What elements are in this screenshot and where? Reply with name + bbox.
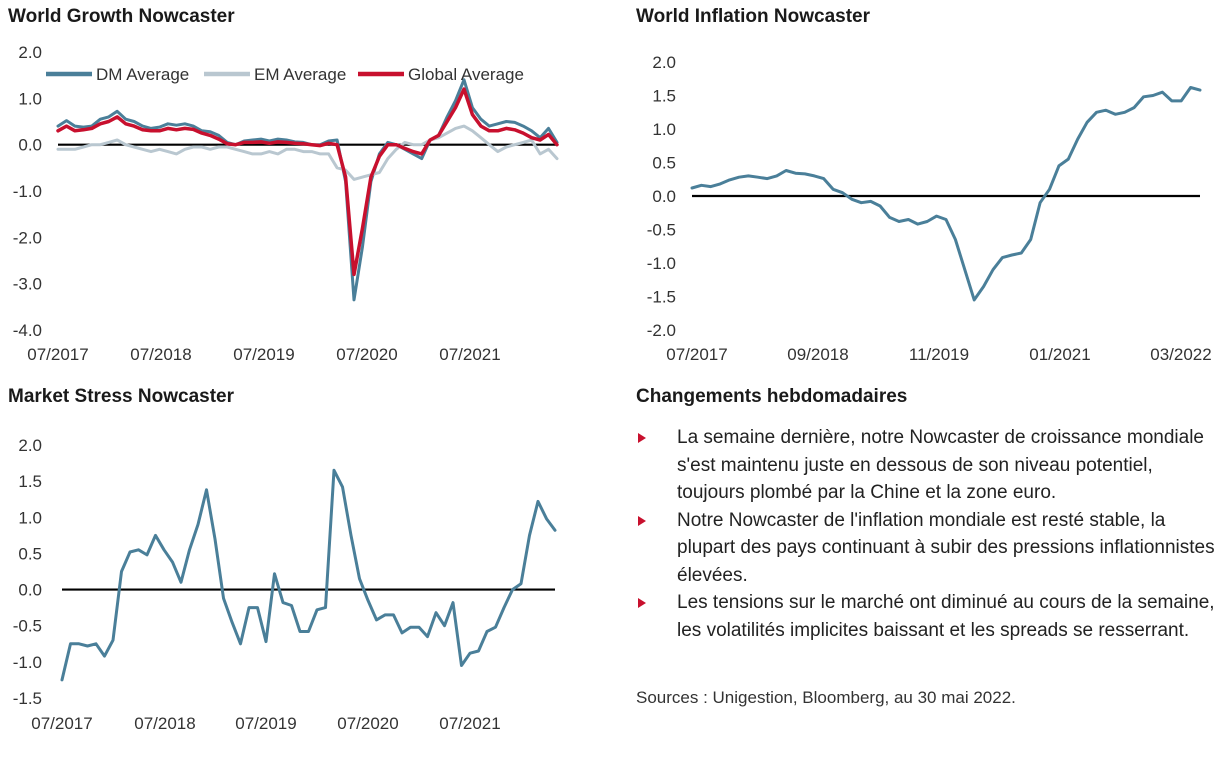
weekly-changes-list: La semaine dernière, notre Nowcaster de …	[636, 424, 1216, 644]
y-tick-label: -1.0	[647, 254, 676, 273]
chart-title-inflation: World Inflation Nowcaster	[636, 6, 871, 27]
x-tick-label: 07/2017	[31, 714, 92, 733]
y-tick-label: -2.0	[647, 321, 676, 340]
y-tick-label: 0.0	[18, 136, 42, 155]
y-tick-label: -3.0	[13, 275, 42, 294]
y-tick-label: 2.0	[18, 436, 42, 455]
y-tick-label: 1.5	[18, 472, 42, 491]
y-tick-label: -1.0	[13, 182, 42, 201]
legend-label: EM Average	[254, 65, 346, 84]
bullet-item: La semaine dernière, notre Nowcaster de …	[636, 424, 1216, 507]
bullet-item: Les tensions sur le marché ont diminué a…	[636, 589, 1216, 644]
x-tick-label: 07/2021	[439, 714, 500, 733]
x-tick-label: 01/2021	[1029, 345, 1090, 364]
legend-label: DM Average	[96, 65, 189, 84]
chart-title-market-stress: Market Stress Nowcaster	[8, 386, 234, 407]
y-tick-label: -0.5	[13, 617, 42, 636]
x-tick-label: 07/2020	[336, 345, 397, 364]
x-tick-label: 07/2020	[337, 714, 398, 733]
bullet-text: Les tensions sur le marché ont diminué a…	[677, 592, 1215, 641]
y-tick-label: -0.5	[647, 221, 676, 240]
y-tick-label: 1.0	[652, 120, 676, 139]
y-tick-label: 0.5	[652, 154, 676, 173]
series-line	[690, 86, 1202, 302]
x-tick-label: 07/2017	[666, 345, 727, 364]
y-tick-label: 0.5	[18, 544, 42, 563]
bullet-text: Notre Nowcaster de l'inflation mondiale …	[677, 509, 1215, 586]
y-tick-label: 2.0	[652, 53, 676, 72]
y-tick-label: -4.0	[13, 321, 42, 340]
x-tick-label: 07/2019	[235, 714, 296, 733]
y-tick-label: 1.0	[18, 508, 42, 527]
chart-title-growth: World Growth Nowcaster	[8, 6, 235, 27]
y-tick-label: 0.0	[18, 581, 42, 600]
x-tick-label: 11/2019	[909, 345, 969, 364]
y-tick-label: 1.5	[652, 87, 676, 106]
y-tick-label: 2.0	[18, 43, 42, 62]
bullet-item: Notre Nowcaster de l'inflation mondiale …	[636, 507, 1216, 590]
triangle-bullet-icon	[638, 433, 646, 443]
series-line-em-average	[56, 124, 559, 181]
y-tick-label: 1.0	[18, 89, 42, 108]
y-tick-label: -1.5	[13, 689, 42, 708]
x-tick-label: 07/2021	[439, 345, 500, 364]
series-line-dm-average	[56, 78, 559, 302]
series-line-global-average	[56, 87, 559, 277]
x-tick-label: 09/2018	[787, 345, 848, 364]
sources-note: Sources : Unigestion, Bloomberg, au 30 m…	[636, 688, 1016, 707]
x-tick-label: 07/2018	[130, 345, 191, 364]
x-tick-label: 07/2019	[233, 345, 294, 364]
x-tick-label: 03/2022	[1150, 345, 1211, 364]
legend-label: Global Average	[408, 65, 524, 84]
triangle-bullet-icon	[638, 515, 646, 526]
y-tick-label: -2.0	[13, 228, 42, 247]
x-tick-label: 07/2017	[27, 345, 88, 364]
weekly-changes-title: Changements hebdomadaires	[636, 386, 908, 407]
y-tick-label: 0.0	[652, 187, 676, 206]
x-tick-label: 07/2018	[134, 714, 195, 733]
y-tick-label: -1.0	[13, 653, 42, 672]
bullet-text: La semaine dernière, notre Nowcaster de …	[677, 427, 1204, 503]
triangle-bullet-icon	[638, 598, 646, 608]
series-line	[60, 468, 557, 682]
y-tick-label: -1.5	[647, 288, 676, 307]
